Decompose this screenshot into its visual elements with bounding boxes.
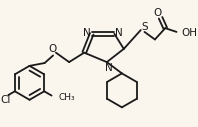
- Text: N: N: [83, 28, 91, 38]
- Text: Cl: Cl: [0, 95, 11, 105]
- Text: OH: OH: [181, 28, 197, 38]
- Text: CH₃: CH₃: [58, 93, 75, 102]
- Text: O: O: [48, 44, 56, 54]
- Text: S: S: [141, 22, 148, 32]
- Text: N: N: [105, 63, 113, 73]
- Text: O: O: [154, 8, 162, 18]
- Text: N: N: [115, 28, 123, 38]
